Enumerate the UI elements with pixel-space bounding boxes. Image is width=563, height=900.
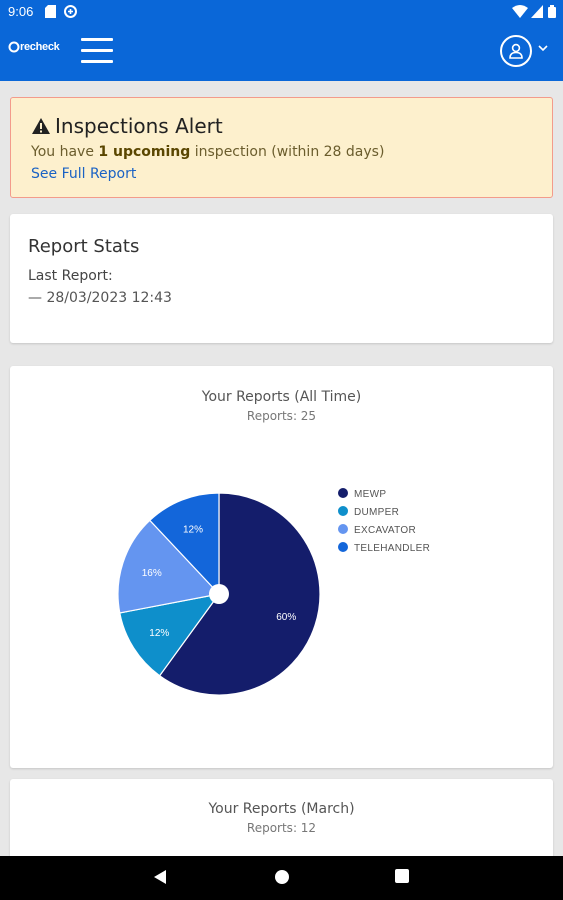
logo-text: recheck	[20, 41, 60, 53]
battery-icon	[548, 5, 556, 18]
app-logo[interactable]: recheck	[8, 41, 60, 53]
pie-label-excavator: 16%	[142, 568, 162, 579]
status-time: 9:06	[8, 4, 34, 19]
legend-dot	[338, 506, 348, 516]
legend-label: MEWP	[354, 489, 387, 500]
back-icon[interactable]	[153, 869, 167, 885]
report-stats-title: Report Stats	[28, 236, 140, 257]
pie-slice-telehandler[interactable]	[149, 492, 220, 596]
legend-item-dumper[interactable]: DUMPER	[338, 506, 399, 518]
warning-icon	[32, 118, 50, 134]
inspections-alert: Inspections Alert You have 1 upcoming in…	[10, 97, 553, 198]
alert-upcoming-count: 1 upcoming	[98, 144, 191, 160]
alert-title: Inspections Alert	[31, 114, 223, 138]
last-report-label: Last Report:	[28, 268, 113, 284]
pie-slice-excavator[interactable]	[117, 519, 221, 614]
legend-dot	[338, 488, 348, 498]
home-icon[interactable]	[274, 869, 290, 885]
pie-label-mewp: 60%	[276, 612, 296, 623]
legend-label: DUMPER	[354, 507, 400, 518]
recents-icon[interactable]	[395, 869, 409, 883]
pie-slice-dumper[interactable]	[119, 593, 221, 677]
chevron-down-icon[interactable]	[538, 45, 548, 52]
pie-center-hole	[209, 584, 229, 604]
user-icon	[509, 43, 523, 59]
legend-label: TELEHANDLER	[354, 543, 431, 554]
chart-march-subtitle: Reports: 12	[246, 821, 317, 835]
last-report-value: — 28/03/2023 12:43	[28, 290, 172, 306]
logo-mark-icon	[8, 41, 20, 53]
see-full-report-link[interactable]: See Full Report	[31, 166, 137, 182]
alert-text-after: inspection (within 28 days)	[190, 144, 385, 160]
sd-card-icon	[45, 5, 56, 18]
legend-item-excavator[interactable]: EXCAVATOR	[338, 524, 416, 536]
data-saver-icon	[64, 5, 77, 18]
pie-slice-mewp[interactable]	[158, 492, 321, 696]
menu-icon[interactable]	[81, 37, 113, 65]
chart-all-time-title: Your Reports (All Time)	[201, 389, 362, 405]
alert-text-before: You have	[31, 144, 99, 160]
reports-all-time-card: Your Reports (All Time) Reports: 25 60% 1…	[10, 366, 553, 768]
alert-text: You have 1 upcoming inspection (within 2…	[31, 144, 384, 160]
status-bar: 9:06	[0, 0, 563, 24]
wifi-icon	[512, 5, 528, 18]
signal-icon	[531, 5, 543, 18]
alert-title-text: Inspections Alert	[55, 114, 223, 138]
chart-all-time-subtitle: Reports: 25	[246, 409, 317, 423]
reports-march-card: Your Reports (March) Reports: 12	[10, 779, 553, 869]
system-nav-bar	[0, 856, 563, 900]
pie-label-telehandler: 12%	[183, 524, 203, 535]
report-stats-card: Report Stats Last Report: — 28/03/2023 1…	[10, 214, 553, 343]
reports-pie-chart: 60% 12% 16% 12%	[117, 492, 321, 696]
user-account-button[interactable]	[500, 35, 532, 67]
legend-label: EXCAVATOR	[354, 525, 416, 536]
legend-dot	[338, 542, 348, 552]
app-header: recheck	[0, 24, 563, 81]
legend-item-mewp[interactable]: MEWP	[338, 488, 386, 500]
pie-label-dumper: 12%	[149, 628, 169, 639]
chart-march-title: Your Reports (March)	[208, 801, 355, 817]
legend-item-telehandler[interactable]: TELEHANDLER	[338, 542, 430, 554]
legend-dot	[338, 524, 348, 534]
